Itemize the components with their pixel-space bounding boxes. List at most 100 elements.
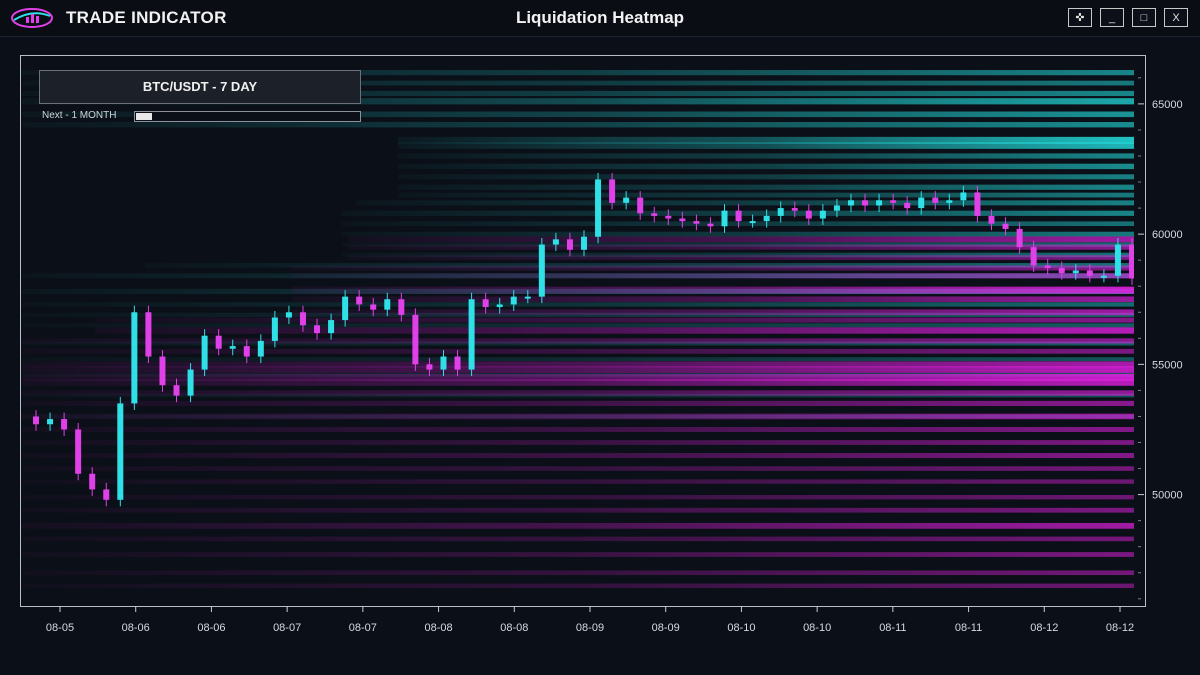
candle-body xyxy=(651,213,658,216)
short-liquidation-band xyxy=(22,466,1134,471)
long-liquidation-band xyxy=(22,80,1134,86)
candle-body xyxy=(1044,265,1051,268)
candle-body xyxy=(721,210,728,227)
short-liquidation-band xyxy=(22,440,1134,445)
short-liquidation-band xyxy=(22,426,1134,432)
candle-body xyxy=(285,312,292,318)
x-tick-label: 08-10 xyxy=(727,622,755,634)
candle-body xyxy=(833,205,840,211)
long-liquidation-band xyxy=(22,98,1134,105)
move-button[interactable]: ✜ xyxy=(1068,8,1092,27)
candle-body xyxy=(623,197,630,203)
maximize-button[interactable]: □ xyxy=(1132,8,1156,27)
long-liquidation-band xyxy=(398,136,1134,144)
short-liquidation-band xyxy=(22,348,1134,354)
candle-body xyxy=(33,416,39,425)
candle-body xyxy=(862,200,869,206)
candle-body xyxy=(61,419,68,430)
candle-body xyxy=(1100,275,1107,278)
short-liquidation-band xyxy=(22,583,1134,588)
candle-body xyxy=(370,304,377,310)
y-tick-label: 65000 xyxy=(1152,99,1183,111)
long-liquidation-band xyxy=(22,323,1134,328)
candle-body xyxy=(1114,244,1121,276)
short-liquidation-band xyxy=(22,413,1134,420)
candle-body xyxy=(173,385,180,396)
short-liquidation-band xyxy=(291,273,1134,279)
plot-area xyxy=(22,70,1134,588)
y-tick-label: 50000 xyxy=(1152,490,1183,502)
candle-body xyxy=(1002,223,1009,229)
short-liquidation-band xyxy=(22,366,1134,373)
y-tick-label: 55000 xyxy=(1152,359,1183,371)
x-tick-label: 08-06 xyxy=(197,622,225,634)
short-liquidation-band xyxy=(291,296,1134,303)
candle-body xyxy=(398,299,405,315)
long-liquidation-band xyxy=(22,111,1134,118)
candle-body xyxy=(707,223,714,227)
short-liquidation-band xyxy=(291,309,1134,316)
short-liquidation-band xyxy=(95,317,1134,323)
short-liquidation-band xyxy=(22,536,1134,542)
candle-body xyxy=(510,296,517,305)
long-liquidation-band xyxy=(22,122,1134,128)
candle-body xyxy=(974,192,981,216)
x-tick-label: 08-08 xyxy=(500,622,528,634)
short-liquidation-band xyxy=(22,570,1134,576)
long-liquidation-band xyxy=(398,184,1134,190)
candle-body xyxy=(75,429,82,474)
candle-body xyxy=(791,208,798,211)
candle-body xyxy=(847,200,854,206)
candle-body xyxy=(243,346,250,357)
window-title: Liquidation Heatmap xyxy=(515,8,685,27)
candle-body xyxy=(566,239,573,250)
candle-body xyxy=(988,215,995,224)
long-liquidation-band xyxy=(341,242,1134,247)
candle-body xyxy=(665,215,672,219)
candle-body xyxy=(89,473,96,490)
close-button[interactable]: X xyxy=(1164,8,1188,27)
short-liquidation-band xyxy=(22,507,1134,513)
symbol-timeframe-button[interactable]: BTC/USDT - 7 DAY xyxy=(39,70,361,104)
candle-body xyxy=(735,210,742,222)
short-liquidation-band xyxy=(348,255,1134,260)
short-liquidation-band xyxy=(22,522,1134,529)
short-liquidation-band xyxy=(22,495,1134,500)
long-liquidation-band xyxy=(22,357,1134,362)
candle-body xyxy=(482,299,489,308)
candle-body xyxy=(412,314,419,365)
candle-body xyxy=(454,356,461,370)
candle-body xyxy=(946,200,953,203)
candle-body xyxy=(356,296,363,305)
x-tick-label: 08-11 xyxy=(879,622,906,634)
candle-body xyxy=(904,202,911,209)
x-tick-label: 08-12 xyxy=(1106,622,1134,634)
x-tick-label: 08-05 xyxy=(46,622,74,634)
candle-body xyxy=(440,356,447,370)
candle-body xyxy=(932,197,939,203)
candle-body xyxy=(763,215,770,222)
short-liquidation-band xyxy=(291,265,1134,271)
title-bar: TRADE INDICATOR Liquidation Heatmap ✜ _ … xyxy=(0,0,1200,37)
candle-body xyxy=(805,210,812,219)
candle-body xyxy=(342,296,349,321)
short-liquidation-band xyxy=(22,552,1134,557)
minimize-button[interactable]: _ xyxy=(1100,8,1124,27)
candle-body xyxy=(524,296,531,299)
candle-body xyxy=(314,325,321,334)
candle-body xyxy=(552,239,559,245)
x-tick-label: 08-08 xyxy=(425,622,453,634)
short-liquidation-band xyxy=(22,373,1134,381)
candle-body xyxy=(215,335,222,349)
candle-body xyxy=(749,221,756,224)
short-liquidation-band xyxy=(22,453,1134,459)
candle-body xyxy=(890,200,897,203)
candle-body xyxy=(187,369,194,396)
candle-body xyxy=(299,312,306,326)
app-title: TRADE INDICATOR xyxy=(66,8,227,27)
long-liquidation-band xyxy=(22,70,1134,76)
trade-indicator-logo-icon xyxy=(11,8,53,28)
candle-body xyxy=(819,210,826,219)
long-liquidation-band xyxy=(398,192,1134,198)
